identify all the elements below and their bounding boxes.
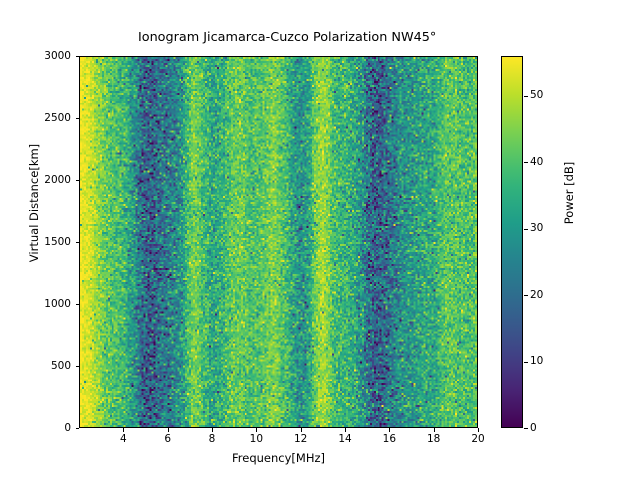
x-tick-label: 16 [382,433,397,445]
colorbar-tick-mark [524,361,528,363]
y-tick-mark [75,304,79,305]
y-tick-label: 0 [64,421,71,434]
colorbar-tick-mark [524,295,528,297]
colorbar-tick-mark [524,228,528,230]
x-tick-mark [478,428,479,432]
colorbar-tick-mark [524,162,528,164]
colorbar-tick-label: 30 [530,222,544,235]
x-tick-label: 18 [426,433,441,445]
colorbar-label: Power [dB] [562,161,576,225]
x-tick-label: 20 [471,433,485,445]
figure-title-line-1: Ionogram Jicamarca-Cuzco Polarization NW… [137,30,437,45]
colorbar [501,56,523,428]
y-tick-label: 1000 [44,297,71,310]
y-tick-label: 2000 [44,173,71,186]
y-tick-mark [75,242,79,243]
x-tick-mark [433,428,435,432]
x-tick-mark [123,428,125,432]
x-tick-label: 12 [293,433,308,445]
x-tick-label: 14 [338,433,352,445]
colorbar-tick-label: 40 [530,155,544,168]
y-tick-label: 500 [50,359,71,372]
colorbar-tick-label: 50 [530,89,544,102]
y-tick-mark [75,56,79,57]
x-tick-mark [389,428,391,432]
colorbar-tick-mark [524,95,528,97]
heatmap-plot-area [79,56,478,428]
x-tick-label: 8 [208,433,216,445]
x-tick-label: 4 [119,433,127,445]
x-tick-mark [256,428,258,432]
colorbar-tick-label: 10 [530,355,544,368]
colorbar-gradient [502,57,522,427]
colorbar-tick-label: 20 [530,288,544,301]
x-tick-mark [212,428,213,432]
y-tick-label: 1500 [44,235,71,248]
x-tick-mark [300,428,302,432]
colorbar-tick-label: 0 [530,421,537,434]
x-tick-label: 10 [249,433,264,445]
x-tick-mark [167,428,169,432]
y-tick-mark [75,366,79,367]
y-tick-mark [75,118,79,119]
y-tick-label: 3000 [44,49,71,62]
colorbar-tick-mark [524,428,528,429]
y-tick-label: 2500 [44,111,71,124]
x-tick-mark [345,428,346,432]
x-axis-label: Frequency[MHz] [232,451,325,465]
ionogram-heatmap [80,57,477,427]
y-tick-mark [75,180,79,181]
y-tick-mark [75,428,79,429]
y-axis-label: Virtual Distance[km] [27,143,41,263]
x-tick-label: 6 [164,433,171,445]
